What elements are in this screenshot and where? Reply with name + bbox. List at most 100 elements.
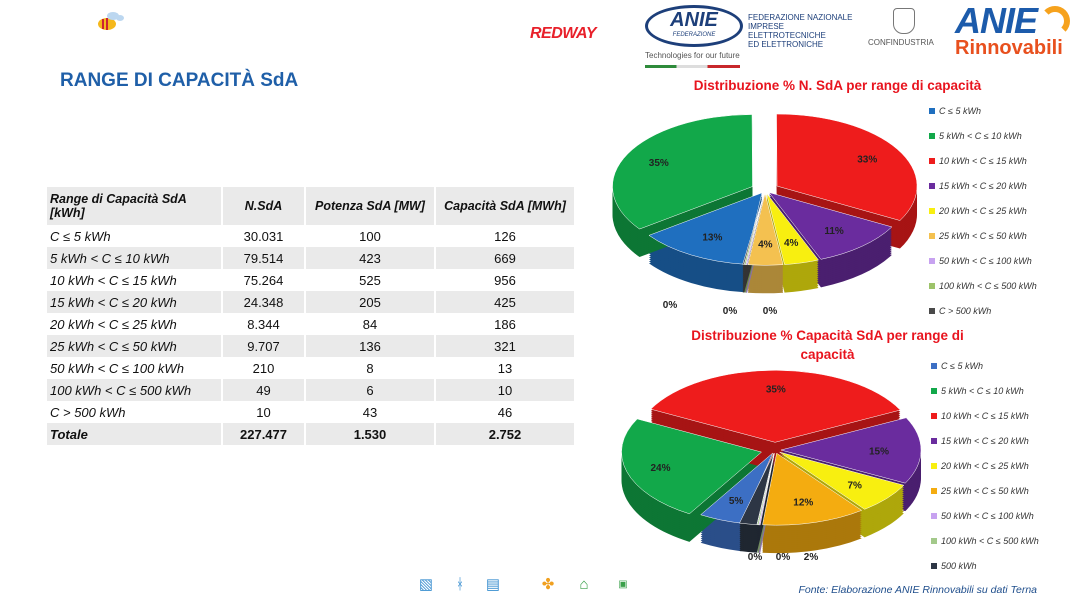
legend-swatch [931,538,937,544]
range-cell: 15 kWh < C ≤ 20 kWh [47,291,223,313]
power-cell: 136 [305,335,436,357]
legend-swatch [929,308,935,314]
legend-swatch [929,258,935,264]
range-cell: C > 500 kWh [47,401,223,423]
legend-label: 15 kWh < C ≤ 20 kWh [939,181,1027,191]
legend-label: 5 kWh < C ≤ 10 kWh [941,386,1024,396]
legend-item: C ≤ 5 kWh [931,361,1039,386]
pie-slice [621,418,763,515]
sun-icon [1040,6,1070,36]
table-row: 25 kWh < C ≤ 50 kWh 9.707 136 321 [47,335,576,357]
legend-count: C ≤ 5 kWh 5 kWh < C ≤ 10 kWh 10 kWh < C ≤ … [929,106,1037,331]
solar-thermal-icon: ▤ [485,576,501,593]
power-cell: 205 [305,291,436,313]
pie-data-label: 4% [758,240,773,251]
table-row: C > 500 kWh 10 43 46 [47,401,576,423]
legend-label: 50 kWh < C ≤ 100 kWh [941,511,1034,521]
count-cell: 227.477 [222,423,306,445]
home-icon: ⌂ [579,576,589,593]
pie-data-label: 35% [649,158,669,169]
pie-slice [650,370,901,443]
federazione-line: IMPRESE ELETTROTECNICHE [748,22,826,40]
legend-item: C > 500 kWh [929,306,1037,331]
column-header: Capacità SdA [MWh] [435,187,576,225]
pie-data-label: 0% [663,300,678,311]
legend-label: C > 500 kWh [939,306,992,316]
power-cell: 43 [305,401,436,423]
legend-label: 25 kWh < C ≤ 50 kWh [939,231,1027,241]
confindustria-logo: CONFINDUSTRIA [868,38,934,47]
table-row: 10 kWh < C ≤ 15 kWh 75.264 525 956 [47,269,576,291]
power-cell: 100 [305,225,436,247]
power-pylon-icon: ᚼ [455,576,465,593]
pie-slice [756,453,775,526]
pie-slice [747,193,784,266]
federazione-logo-text: FEDERAZIONE [672,32,716,38]
count-cell: 9.707 [222,335,306,357]
range-cell: 20 kWh < C ≤ 25 kWh [47,313,223,335]
chart-title-capacity: Distribuzione % Capacità SdA per range d… [691,328,964,362]
redway-logo: REDWAY [530,25,597,42]
pie-slice [776,113,918,221]
power-cell: 525 [305,269,436,291]
table-row: 20 kWh < C ≤ 25 kWh 8.344 84 186 [47,313,576,335]
legend-item: 20 kWh < C ≤ 25 kWh [929,206,1037,231]
count-cell: 49 [222,379,306,401]
legend-item: 20 kWh < C ≤ 25 kWh [931,461,1039,486]
power-cell: 423 [305,247,436,269]
column-header: N.SdA [222,187,306,225]
count-cell: 79.514 [222,247,306,269]
legend-label: 15 kWh < C ≤ 20 kWh [941,436,1029,446]
pie-slice [779,451,905,510]
range-cell: Totale [47,423,223,445]
range-cell: C ≤ 5 kWh [47,225,223,247]
legend-swatch [929,158,935,164]
legend-item: 100 kWh < C ≤ 500 kWh [929,281,1037,306]
pie-slice [780,417,922,484]
legend-label: 100 kWh < C ≤ 500 kWh [941,536,1039,546]
legend-swatch [931,388,937,394]
legend-swatch [931,513,937,519]
count-cell: 75.264 [222,269,306,291]
legend-item: 5 kWh < C ≤ 10 kWh [931,386,1039,411]
page-title: RANGE DI CAPACITÀ SdA [60,70,299,91]
federazione-text: FEDERAZIONE NAZIONALE IMPRESE ELETTROTEC… [748,13,858,49]
pie-data-label: 7% [847,481,862,492]
pie-data-label: 4% [784,238,799,249]
power-cell: 1.530 [305,423,436,445]
pie-data-label: 0% [723,306,738,317]
legend-swatch [929,208,935,214]
power-cell: 6 [305,379,436,401]
range-cell: 10 kWh < C ≤ 15 kWh [47,269,223,291]
table-header-row: Range di Capacità SdA [kWh] N.SdA Potenz… [47,187,576,225]
pie-data-label: 13% [702,232,722,243]
capacity-cell: 13 [435,357,576,379]
bee-logo-icon [95,10,125,32]
capacity-cell: 10 [435,379,576,401]
chart-title-count: Distribuzione % N. SdA per range di capa… [693,78,982,93]
pie-slice [612,114,753,230]
pie-slice [768,192,893,260]
pie-slice [766,193,819,265]
confindustria-icon [893,8,915,34]
legend-item: 50 kWh < C ≤ 100 kWh [931,511,1039,536]
source-note: Fonte: Elaborazione ANIE Rinnovabili su … [798,584,1037,596]
legend-label: 5 kWh < C ≤ 10 kWh [939,131,1022,141]
pie-data-label: 24% [650,463,670,474]
federazione-line: ED ELETTRONICHE [748,40,824,49]
column-header: Range di Capacità SdA [kWh] [47,187,223,225]
legend-swatch [929,283,935,289]
capacity-cell: 669 [435,247,576,269]
range-cell: 5 kWh < C ≤ 10 kWh [47,247,223,269]
legend-item: 100 kWh < C ≤ 500 kWh [931,536,1039,561]
pie-slice [762,452,863,526]
legend-label: 50 kWh < C ≤ 100 kWh [939,256,1032,266]
pie-slice [739,453,775,525]
pie-data-label: 2% [804,552,819,563]
legend-item: 500 kWh [931,561,1039,586]
legend-label: 25 kWh < C ≤ 50 kWh [941,486,1029,496]
pie-data-label: 5% [729,496,744,507]
legend-swatch [929,108,935,114]
power-cell: 8 [305,357,436,379]
